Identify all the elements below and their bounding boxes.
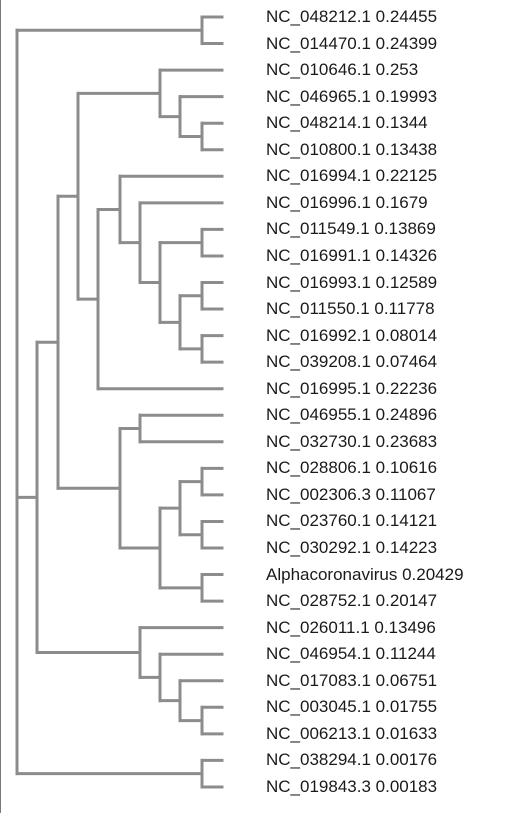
leaf-label: NC_046955.1 0.24896	[266, 405, 438, 425]
leaf-label: NC_046965.1 0.19993	[266, 86, 438, 106]
leaf-label: NC_010800.1 0.13438	[266, 139, 438, 159]
leaf-label: NC_016996.1 0.1679	[266, 192, 428, 212]
leaf-label: NC_046954.1 0.11244	[266, 644, 436, 664]
leaf-label: NC_038294.1 0.00176	[266, 750, 438, 770]
leaf-label: NC_039208.1 0.07464	[266, 352, 438, 372]
leaf-label: Alphacoronavirus 0.20429	[266, 564, 464, 584]
leaf-label: NC_048214.1 0.1344	[266, 113, 428, 133]
leaf-label: NC_016995.1 0.22236	[266, 378, 438, 398]
leaf-label: NC_011549.1 0.13869	[266, 219, 436, 239]
leaf-label: NC_011550.1 0.11778	[266, 299, 435, 319]
leaf-label: NC_028752.1 0.20147	[266, 591, 438, 611]
leaf-label: NC_010646.1 0.253	[266, 60, 419, 80]
leaf-label: NC_016994.1 0.22125	[266, 166, 438, 186]
leaf-label: NC_048212.1 0.24455	[266, 7, 438, 26]
leaf-label: NC_016991.1 0.14326	[266, 245, 438, 265]
leaf-label: NC_023760.1 0.14121	[266, 511, 438, 531]
leaf-label: NC_003045.1 0.01755	[266, 697, 438, 717]
leaf-label: NC_014470.1 0.24399	[266, 33, 438, 53]
leaf-label: NC_006213.1 0.01633	[266, 723, 438, 743]
leaf-label: NC_019843.3 0.00183	[266, 776, 438, 796]
leaf-label: NC_030292.1 0.14223	[266, 538, 438, 557]
leaf-label: NC_032730.1 0.23683	[266, 431, 438, 451]
leaf-label: NC_026011.1 0.13496	[266, 617, 436, 637]
leaf-label: NC_016993.1 0.12589	[266, 272, 438, 292]
leaf-label: NC_028806.1 0.10616	[266, 458, 438, 478]
leaf-label: NC_002306.3 0.11067	[266, 484, 436, 504]
leaf-label: NC_016992.1 0.08014	[266, 325, 438, 345]
left-border-line	[0, 0, 1, 813]
leaf-label: NC_017083.1 0.06751	[266, 670, 438, 690]
